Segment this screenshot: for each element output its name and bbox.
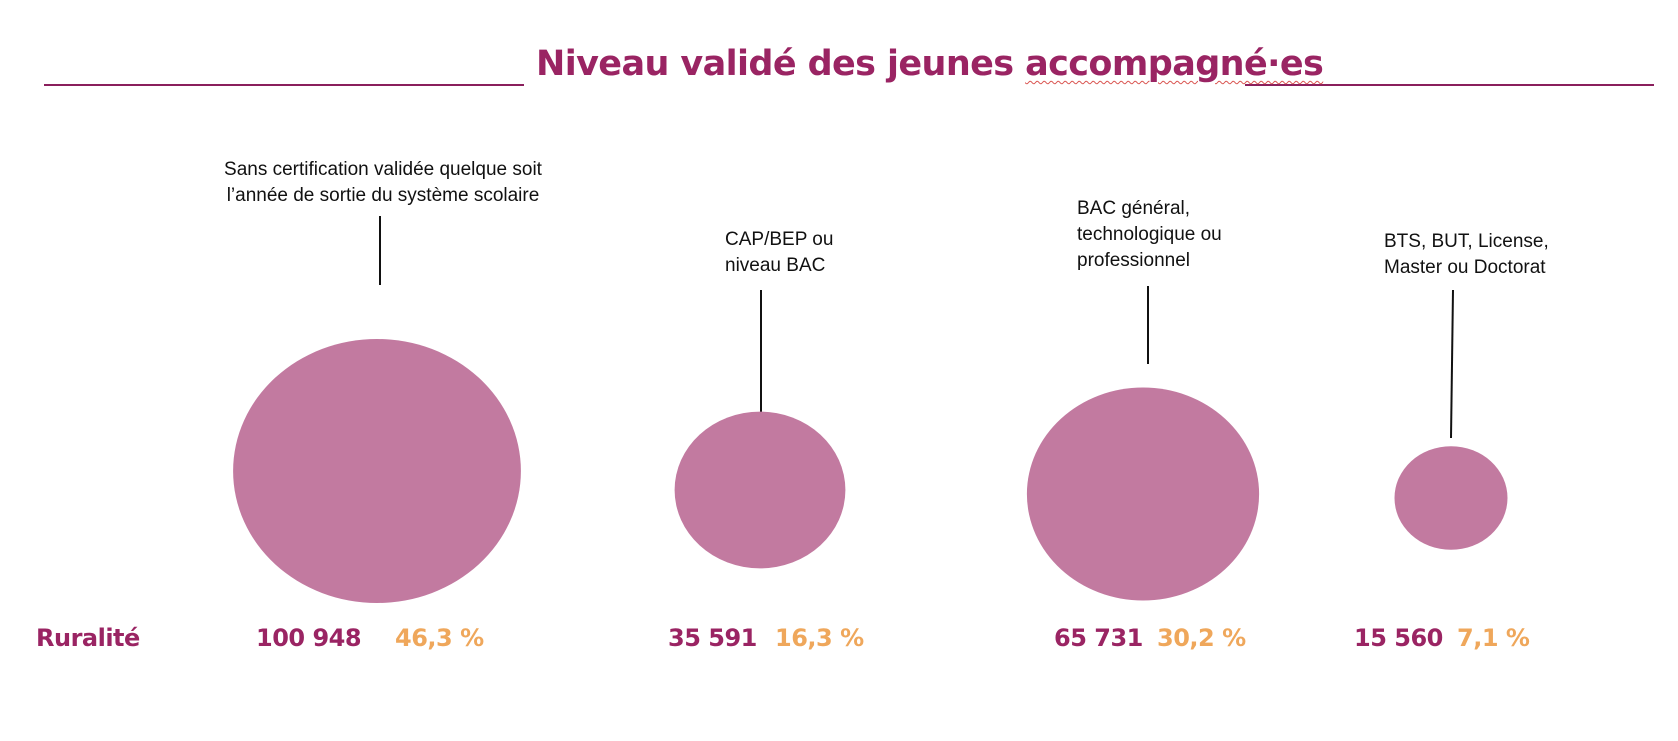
percent-label-bts-doctorat: 7,1 % xyxy=(1457,624,1530,652)
chart-title: Niveau validé des jeunes accompagné·es xyxy=(536,44,1324,84)
percent-label-bac: 30,2 % xyxy=(1157,624,1246,652)
value-label-bac: 65 731 xyxy=(1054,624,1143,652)
value-label-bts-doctorat: 15 560 xyxy=(1354,624,1443,652)
bubble-sans-certification xyxy=(233,339,521,603)
category-label-bac: BAC général, technologique ou profession… xyxy=(1077,198,1222,271)
row-label-ruralite: Ruralité xyxy=(36,624,140,652)
category-label-bts-doctorat: BTS, BUT, License, Master ou Doctorat xyxy=(1384,231,1549,278)
value-label-sans-certification: 100 948 xyxy=(256,624,362,652)
category-label-cap-bep: CAP/BEP ou niveau BAC xyxy=(725,229,834,276)
title-rule-left xyxy=(44,84,524,86)
chart-title-prefix: Niveau validé des jeunes xyxy=(536,44,1026,84)
percent-label-cap-bep: 16,3 % xyxy=(775,624,864,652)
bubble-bts-doctorat xyxy=(1394,446,1508,550)
category-label-sans-certification: Sans certification validée quelque soit … xyxy=(224,159,542,206)
leader-line-bts-doctorat xyxy=(1450,289,1454,439)
title-rule-right xyxy=(1245,84,1654,86)
value-label-cap-bep: 35 591 xyxy=(668,624,757,652)
percent-label-sans-certification: 46,3 % xyxy=(395,624,484,652)
chart-title-underlined: accompagné·es xyxy=(1025,44,1324,84)
bubble-cap-bep xyxy=(674,411,846,569)
bubble-bac xyxy=(1026,387,1260,601)
